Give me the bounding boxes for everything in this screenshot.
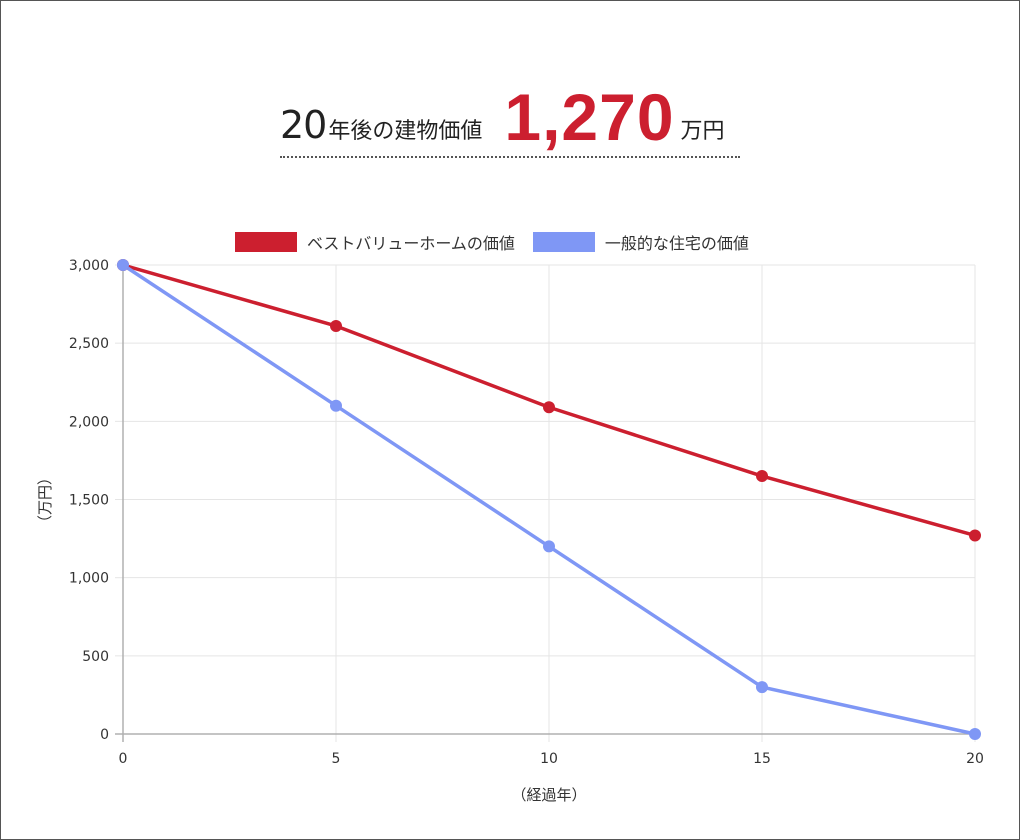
data-point[interactable] bbox=[756, 470, 768, 483]
data-point[interactable] bbox=[543, 401, 555, 414]
y-axis-ticks: 0 500 1,000 1,500 2,000 2,500 3,000 bbox=[69, 258, 109, 743]
headline-value: 1,270 bbox=[504, 80, 675, 154]
chart-axes bbox=[115, 265, 975, 742]
chart-legend: ベストバリューホームの価値 一般的な住宅の価値 bbox=[235, 230, 767, 254]
legend-label: 一般的な住宅の価値 bbox=[604, 234, 749, 253]
x-tick-label: 20 bbox=[966, 751, 984, 767]
chart-grid bbox=[115, 264, 976, 742]
x-axis-title: （経過年） bbox=[511, 786, 586, 804]
legend-swatch-blue bbox=[532, 232, 595, 252]
y-tick-label: 1,500 bbox=[69, 493, 109, 509]
data-point[interactable] bbox=[969, 529, 981, 542]
x-tick-label: 15 bbox=[753, 751, 771, 767]
data-point[interactable] bbox=[117, 259, 129, 271]
x-tick-label: 10 bbox=[540, 751, 558, 767]
x-axis-ticks: 0 5 10 15 20 bbox=[119, 751, 984, 767]
headline-label: 年後の建物価値 bbox=[328, 119, 483, 144]
y-tick-label: 500 bbox=[82, 649, 109, 665]
legend-item-best-value[interactable]: ベストバリューホームの価値 bbox=[235, 230, 515, 254]
y-tick-label: 2,500 bbox=[69, 336, 109, 352]
y-tick-label: 3,000 bbox=[69, 258, 109, 274]
data-point[interactable] bbox=[756, 681, 768, 694]
y-tick-label: 0 bbox=[100, 727, 109, 743]
data-point[interactable] bbox=[330, 399, 342, 412]
headline-unit: 万円 bbox=[680, 119, 725, 144]
legend-item-general[interactable]: 一般的な住宅の価値 bbox=[532, 230, 749, 254]
data-point[interactable] bbox=[330, 319, 342, 332]
x-tick-label: 0 bbox=[119, 751, 128, 767]
headline: 20 年後の建物価値 1,270 万円 bbox=[280, 80, 740, 158]
data-point[interactable] bbox=[543, 540, 555, 553]
legend-label: ベストバリューホームの価値 bbox=[307, 234, 515, 253]
y-tick-label: 1,000 bbox=[69, 571, 109, 587]
headline-years: 20 bbox=[280, 103, 327, 147]
chart-series bbox=[117, 259, 981, 740]
y-tick-label: 2,000 bbox=[69, 414, 109, 430]
x-tick-label: 5 bbox=[332, 751, 341, 767]
y-axis-title: （万円） bbox=[36, 470, 54, 530]
legend-swatch-red bbox=[235, 232, 297, 252]
data-point[interactable] bbox=[969, 728, 981, 740]
